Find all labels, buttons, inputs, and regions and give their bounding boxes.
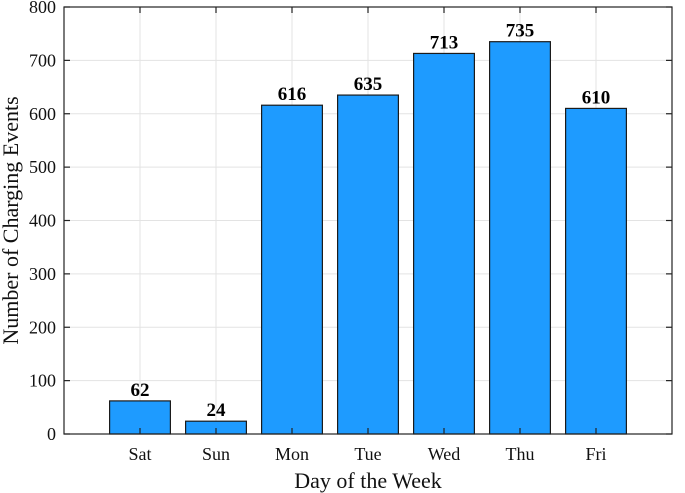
y-axis-title: Number of Charging Events [0, 96, 23, 344]
x-tick-label-sun: Sun [202, 444, 230, 464]
x-tick-label-thu: Thu [506, 444, 535, 464]
x-axis-title: Day of the Week [294, 468, 442, 493]
x-tick-label-sat: Sat [128, 444, 151, 464]
bars-layer [108, 41, 627, 435]
y-tick-label: 600 [29, 104, 56, 124]
x-tick-label-mon: Mon [275, 444, 309, 464]
data-label-fri: 610 [582, 87, 611, 108]
data-label-tue: 635 [354, 74, 383, 95]
data-label-mon: 616 [278, 84, 307, 105]
y-tick-label: 400 [29, 211, 56, 231]
data-label-sun: 24 [207, 400, 227, 421]
y-tick-label: 700 [29, 50, 56, 70]
x-tick-label-wed: Wed [428, 444, 461, 464]
bar-thu [489, 41, 552, 435]
axis-layer: 0 100 200 300 400 500 600 700 800 Sat Sun Mon Tue Wed… [29, 0, 673, 464]
y-tick-label: 0 [47, 424, 56, 444]
y-tick-label: 100 [29, 371, 56, 391]
bar-wed [413, 52, 476, 435]
x-tick-label-fri: Fri [585, 444, 606, 464]
x-tick-label-tue: Tue [354, 444, 381, 464]
bar-mon [261, 104, 324, 435]
bar-tue [337, 94, 400, 435]
y-tick-label: 800 [29, 0, 56, 17]
data-label-thu: 735 [506, 21, 535, 42]
bar-fri [564, 107, 627, 435]
labels-layer: 62 24 616 635 713 735 610 [131, 21, 611, 421]
data-label-sat: 62 [131, 380, 150, 401]
y-tick-label: 200 [29, 317, 56, 337]
y-tick-label: 500 [29, 157, 56, 177]
y-tick-label: 300 [29, 264, 56, 284]
data-label-wed: 713 [430, 32, 459, 53]
